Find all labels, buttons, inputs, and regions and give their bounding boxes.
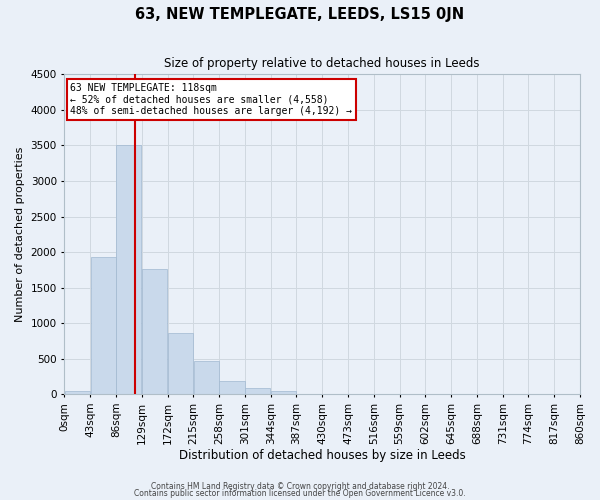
Bar [220, 381, 245, 394]
Bar [91, 257, 116, 394]
Text: Contains public sector information licensed under the Open Government Licence v3: Contains public sector information licen… [134, 489, 466, 498]
Bar [142, 269, 167, 394]
Text: 63 NEW TEMPLEGATE: 118sqm
← 52% of detached houses are smaller (4,558)
48% of se: 63 NEW TEMPLEGATE: 118sqm ← 52% of detac… [70, 83, 352, 116]
Y-axis label: Number of detached properties: Number of detached properties [15, 146, 25, 322]
X-axis label: Distribution of detached houses by size in Leeds: Distribution of detached houses by size … [179, 450, 466, 462]
Bar [116, 146, 142, 394]
Bar [271, 390, 296, 394]
Title: Size of property relative to detached houses in Leeds: Size of property relative to detached ho… [164, 58, 480, 70]
Bar [245, 388, 271, 394]
Bar [194, 362, 219, 394]
Bar [168, 333, 193, 394]
Text: 63, NEW TEMPLEGATE, LEEDS, LS15 0JN: 63, NEW TEMPLEGATE, LEEDS, LS15 0JN [136, 8, 464, 22]
Text: Contains HM Land Registry data © Crown copyright and database right 2024.: Contains HM Land Registry data © Crown c… [151, 482, 449, 491]
Bar [65, 390, 90, 394]
